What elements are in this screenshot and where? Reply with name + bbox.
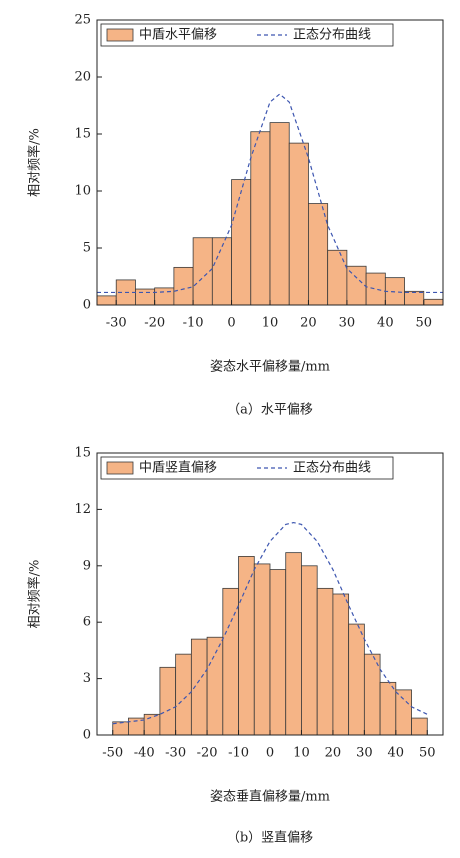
histogram-bar	[288, 142, 309, 306]
histogram-bar	[238, 556, 255, 736]
histogram-bar	[135, 288, 156, 306]
x-tick-label: -10	[228, 746, 249, 761]
histogram-bar	[173, 266, 194, 306]
y-tick-label: 15	[74, 127, 91, 142]
y-tick-label: 5	[83, 241, 91, 256]
histogram-bar	[379, 681, 397, 736]
legend-swatch	[106, 461, 134, 475]
histogram-bar	[269, 569, 287, 736]
y-tick-label: 25	[74, 13, 91, 28]
y-tick-label: 6	[83, 615, 91, 630]
histogram-bar	[206, 636, 224, 736]
x-tick-label: 40	[388, 746, 405, 761]
caption: （b）竖直偏移	[227, 831, 313, 846]
legend-swatch	[106, 28, 134, 42]
x-tick-label: 40	[377, 316, 394, 331]
x-tick-label: -40	[134, 746, 155, 761]
legend-label: 中盾竖直偏移	[139, 461, 217, 476]
x-tick-label: 10	[293, 746, 310, 761]
x-tick-label: 30	[356, 746, 373, 761]
y-tick-label: 12	[74, 502, 91, 517]
histogram-bar	[143, 713, 161, 736]
y-tick-label: 3	[83, 671, 91, 686]
x-tick-label: -30	[165, 746, 186, 761]
histogram-bar	[404, 290, 425, 306]
y-tick-label: 20	[74, 70, 91, 85]
y-axis-label: 相对频率/%	[27, 560, 43, 629]
histogram-bar	[96, 295, 117, 306]
histogram-bar	[327, 249, 348, 306]
histogram-bar	[411, 717, 428, 736]
legend-label: 正态分布曲线	[293, 28, 371, 43]
y-axis-label: 相对频率/%	[27, 128, 43, 197]
x-axis-label: 姿态水平偏移量/mm	[210, 359, 330, 375]
y-tick-label: 15	[74, 446, 91, 461]
histogram-bar	[316, 587, 334, 736]
histogram-bar	[159, 666, 177, 736]
histogram-bar	[154, 287, 175, 306]
x-tick-label: -20	[144, 316, 165, 331]
histogram-bar	[363, 653, 381, 736]
x-tick-label: 20	[325, 746, 342, 761]
histogram-bar	[231, 179, 252, 306]
y-tick-label: 10	[74, 184, 91, 199]
x-tick-label: 50	[419, 746, 436, 761]
x-tick-label: 30	[339, 316, 356, 331]
histogram-bar	[211, 237, 232, 306]
histogram-bar	[175, 653, 192, 736]
x-tick-label: -10	[183, 316, 204, 331]
histogram-bar	[365, 272, 386, 306]
x-tick-label: 20	[300, 316, 317, 331]
histogram-bar	[395, 689, 412, 736]
x-tick-label: 10	[262, 316, 279, 331]
x-tick-label: 0	[266, 746, 274, 761]
x-tick-label: -50	[102, 746, 123, 761]
histogram-bar	[285, 552, 302, 736]
y-tick-label: 0	[83, 728, 91, 743]
histogram-bar	[222, 587, 239, 736]
histogram-bar	[348, 623, 365, 736]
legend-label: 正态分布曲线	[293, 461, 371, 476]
legend-label: 中盾水平偏移	[139, 28, 217, 43]
legend-box	[100, 23, 394, 47]
x-tick-label: 0	[227, 316, 235, 331]
histogram-bar	[332, 593, 350, 736]
legend-box	[100, 456, 394, 480]
x-axis-label: 姿态垂直偏移量/mm	[210, 789, 330, 805]
histogram-bar	[253, 563, 271, 736]
caption: （a）水平偏移	[227, 403, 313, 418]
x-tick-label: -20	[197, 746, 218, 761]
histogram-bar	[301, 565, 318, 736]
histogram-bar	[269, 122, 290, 306]
histogram-bar	[250, 131, 271, 306]
histogram-bar	[423, 298, 444, 306]
x-tick-label: -30	[106, 316, 127, 331]
y-tick-label: 9	[83, 558, 91, 573]
x-tick-label: 50	[416, 316, 433, 331]
y-tick-label: 0	[83, 298, 91, 313]
histogram-bar	[190, 638, 208, 736]
histogram-bar	[308, 203, 329, 306]
normal-curve	[112, 521, 428, 725]
